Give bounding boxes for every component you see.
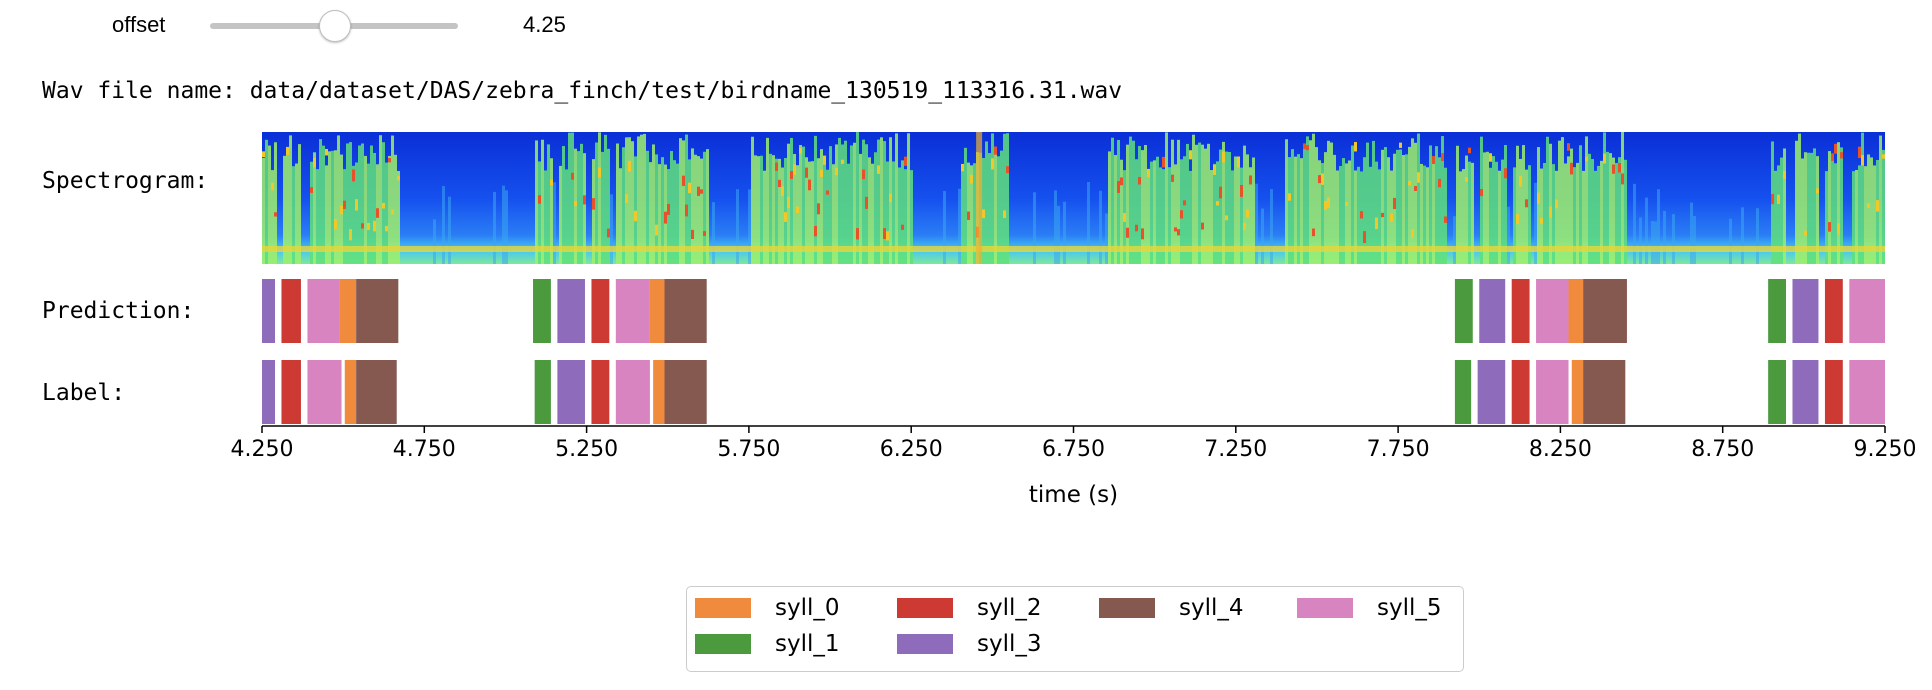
x-tick-label: 7.250 bbox=[1204, 437, 1267, 462]
label-segment-syll_2 bbox=[1511, 360, 1530, 424]
x-tick-label: 5.250 bbox=[555, 437, 618, 462]
prediction-segment-syll_3 bbox=[1479, 279, 1506, 343]
x-tick-label: 6.750 bbox=[1042, 437, 1105, 462]
label-segment-syll_2 bbox=[591, 360, 610, 424]
legend-label: syll_3 bbox=[977, 631, 1042, 657]
legend-swatch bbox=[1297, 598, 1353, 618]
prediction-segment-syll_4 bbox=[664, 279, 707, 343]
legend-swatch bbox=[1099, 598, 1155, 618]
x-tick-label: 9.250 bbox=[1854, 437, 1917, 462]
prediction-segment-syll_4 bbox=[356, 279, 399, 343]
x-axis: 4.250 4.750 5.250 5.750 6.250 6.750 7.250 7.750… bbox=[231, 425, 1917, 508]
prediction-segment-syll_1 bbox=[1768, 279, 1786, 343]
label-segment-syll_1 bbox=[1768, 360, 1786, 424]
prediction-segment-syll_0 bbox=[649, 279, 665, 343]
x-axis-label: time (s) bbox=[1029, 482, 1118, 508]
label-segment-syll_4 bbox=[1583, 360, 1626, 424]
x-tick-label: 8.750 bbox=[1691, 437, 1754, 462]
label-segment-syll_5 bbox=[1849, 360, 1885, 424]
x-tick-label: 4.750 bbox=[393, 437, 456, 462]
label-segment-syll_5 bbox=[307, 360, 342, 424]
prediction-segment-syll_1 bbox=[533, 279, 551, 343]
label-segment-syll_3 bbox=[1792, 360, 1819, 424]
legend-item-syll_4: syll_4 bbox=[1099, 595, 1244, 621]
label-segment-syll_1 bbox=[1454, 360, 1472, 424]
prediction-segment-syll_2 bbox=[281, 279, 301, 343]
label-row-label: Label: bbox=[42, 380, 126, 406]
prediction-segment-syll_1 bbox=[1454, 279, 1473, 343]
x-tick-label: 6.250 bbox=[880, 437, 943, 462]
prediction-segment-syll_0 bbox=[1568, 279, 1584, 343]
label-segment-syll_2 bbox=[281, 360, 301, 424]
offset-slider-value: 4.25 bbox=[523, 12, 566, 37]
label-segment-syll_4 bbox=[356, 360, 397, 424]
offset-slider-label: offset bbox=[112, 12, 166, 37]
prediction-segment-syll_4 bbox=[1583, 279, 1627, 343]
x-tick-label: 8.250 bbox=[1529, 437, 1592, 462]
prediction-segment-syll_2 bbox=[591, 279, 610, 343]
offset-slider-handle[interactable] bbox=[319, 10, 351, 42]
legend-item-syll_1: syll_1 bbox=[695, 631, 840, 657]
prediction-segment-syll_2 bbox=[1511, 279, 1530, 343]
x-tick-label: 7.750 bbox=[1367, 437, 1430, 462]
prediction-segment-syll_5 bbox=[307, 279, 340, 343]
label-segment-syll_5 bbox=[615, 360, 650, 424]
prediction-segment-syll_3 bbox=[262, 279, 275, 343]
prediction-segment-syll_0 bbox=[339, 279, 357, 343]
spectrogram-row-label: Spectrogram: bbox=[42, 168, 209, 194]
prediction-segment-syll_3 bbox=[557, 279, 585, 343]
label-segment-syll_4 bbox=[664, 360, 707, 424]
legend: syll_0 syll_2 syll_4 syll_5 syll_1 syll_3 bbox=[686, 586, 1464, 672]
label-segment-syll_3 bbox=[1477, 360, 1506, 424]
legend-label: syll_1 bbox=[775, 631, 840, 657]
label-segment-syll_0 bbox=[653, 360, 665, 424]
spectrogram-image bbox=[262, 132, 1885, 264]
legend-label: syll_0 bbox=[775, 595, 840, 621]
label-segment-syll_0 bbox=[344, 360, 357, 424]
legend-label: syll_4 bbox=[1179, 595, 1244, 621]
segments-layer bbox=[262, 279, 1885, 424]
legend-item-syll_3: syll_3 bbox=[897, 631, 1042, 657]
prediction-row-label: Prediction: bbox=[42, 298, 195, 324]
label-segment-syll_3 bbox=[557, 360, 585, 424]
label-segment-syll_0 bbox=[1571, 360, 1584, 424]
syllable-timeline-plot: 4.250 4.750 5.250 5.750 6.250 6.750 7.250 7.750… bbox=[231, 132, 1917, 508]
legend-swatch bbox=[897, 634, 953, 654]
x-tick-label: 5.750 bbox=[717, 437, 780, 462]
x-tick-label: 4.250 bbox=[231, 437, 294, 462]
legend-swatch bbox=[897, 598, 953, 618]
prediction-segment-syll_2 bbox=[1824, 279, 1843, 343]
prediction-segment-syll_5 bbox=[1849, 279, 1885, 343]
legend-item-syll_0: syll_0 bbox=[695, 595, 840, 621]
legend-label: syll_5 bbox=[1377, 595, 1442, 621]
prediction-segment-syll_5 bbox=[615, 279, 650, 343]
legend-swatch bbox=[695, 634, 751, 654]
label-segment-syll_5 bbox=[1536, 360, 1569, 424]
wav-file-name: Wav file name: data/dataset/DAS/zebra_fi… bbox=[42, 78, 1123, 104]
legend-swatch bbox=[695, 598, 751, 618]
label-segment-syll_1 bbox=[534, 360, 551, 424]
legend-label: syll_2 bbox=[977, 595, 1042, 621]
label-segment-syll_3 bbox=[262, 360, 275, 424]
prediction-segment-syll_5 bbox=[1536, 279, 1569, 343]
legend-item-syll_5: syll_5 bbox=[1297, 595, 1442, 621]
prediction-segment-syll_3 bbox=[1792, 279, 1819, 343]
legend-item-syll_2: syll_2 bbox=[897, 595, 1042, 621]
offset-slider[interactable] bbox=[210, 10, 458, 42]
label-segment-syll_2 bbox=[1824, 360, 1843, 424]
